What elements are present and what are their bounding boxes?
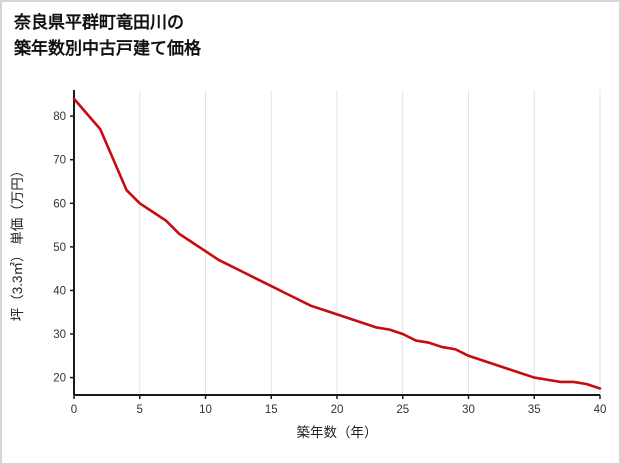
chart-title-line2: 築年数別中古戸建て価格 [14,38,201,58]
x-tick-label: 30 [462,404,475,416]
line-chart: 0 5 10 15 20 25 30 35 40 20 30 40 50 60 70 80 築年数（年） 坪（3.… [10,90,607,440]
x-tick-label: 20 [331,404,344,416]
x-tick-label: 40 [594,404,607,416]
y-axis-title: 坪（3.3㎡） 単価（万円） [10,164,25,322]
chart-title-line1: 奈良県平群町竜田川の [14,13,184,32]
x-tick-label: 15 [265,404,278,416]
y-tick-label: 40 [53,285,66,297]
price-line-series [72,97,602,390]
x-tick-label: 25 [396,404,409,416]
y-tick-label: 70 [53,155,66,167]
x-tick-label: 35 [528,404,541,416]
y-tick-label: 50 [53,242,66,254]
y-tick-label: 60 [53,198,66,210]
y-tick-label: 30 [53,329,66,341]
y-tick-label: 80 [53,111,66,123]
x-axis-title: 築年数（年） [297,425,378,440]
x-tick-label: 10 [199,404,212,416]
x-tick-label: 5 [137,404,143,416]
chart-title: 奈良県平群町竜田川の 築年数別中古戸建て価格 [14,10,201,61]
y-tick-label: 20 [53,373,66,385]
x-tick-label: 0 [71,404,77,416]
